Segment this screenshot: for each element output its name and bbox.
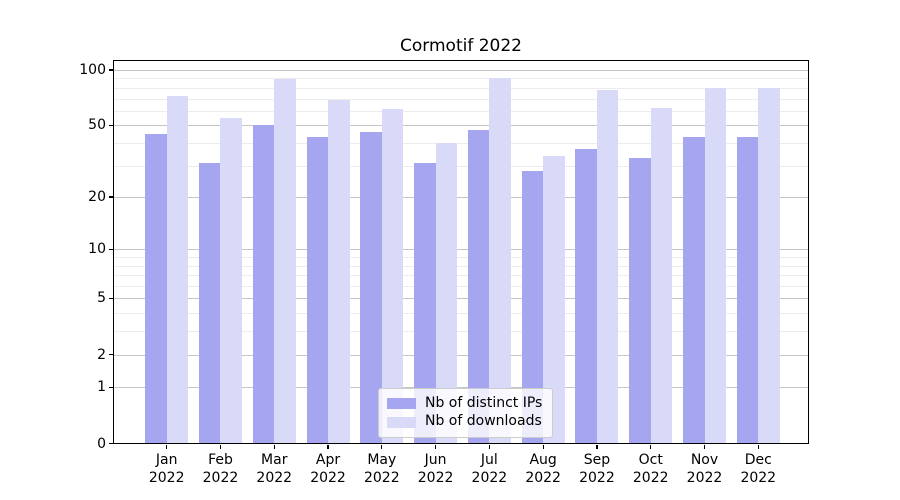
x-tick-label: Jul 2022 <box>471 452 508 487</box>
x-tick-label: May 2022 <box>363 452 400 487</box>
bar-nb-of-distinct-ips <box>467 130 490 444</box>
x-tick-mark <box>273 444 275 449</box>
bar-nb-of-distinct-ips <box>629 158 651 444</box>
chart-title: Cormotif 2022 <box>400 36 522 56</box>
bar-nb-of-distinct-ips <box>360 131 382 444</box>
gridline-major <box>113 197 809 199</box>
bar-nb-of-distinct-ips <box>736 137 759 444</box>
y-tick-label: 2 <box>97 346 106 363</box>
x-tick-mark <box>596 444 598 449</box>
bar-nb-of-distinct-ips <box>145 133 167 444</box>
x-tick-label: Jan 2022 <box>148 452 185 487</box>
x-tick-label: Apr 2022 <box>310 452 346 487</box>
legend: Nb of distinct IPs Nb of downloads <box>378 388 554 438</box>
legend-item: Nb of downloads <box>387 413 542 430</box>
x-tick-label: Aug 2022 <box>525 452 561 487</box>
gridline-minor <box>113 78 809 80</box>
bar-nb-of-distinct-ips <box>414 163 436 444</box>
plot-area <box>113 60 809 444</box>
y-tick-label: 10 <box>88 241 106 258</box>
bar-nb-of-downloads <box>381 109 404 444</box>
gridline-major <box>113 354 809 356</box>
legend-label: Nb of distinct IPs <box>425 395 543 411</box>
gridline-minor <box>113 313 809 315</box>
gridline-minor <box>113 257 809 259</box>
legend-label: Nb of downloads <box>425 413 542 430</box>
y-tick-mark <box>108 386 113 389</box>
x-tick-mark <box>542 444 544 449</box>
gridline-minor <box>113 165 809 167</box>
x-tick-mark <box>219 444 222 449</box>
y-tick-label: 100 <box>79 61 106 78</box>
y-tick-label: 50 <box>88 117 106 134</box>
bar-nb-of-distinct-ips <box>252 125 275 444</box>
x-tick-mark <box>703 444 706 449</box>
gridline-major <box>113 125 809 127</box>
x-tick-mark <box>381 444 383 449</box>
y-tick-label: 1 <box>97 379 106 396</box>
bar-nb-of-distinct-ips <box>683 137 705 444</box>
gridline-major <box>113 249 809 251</box>
y-tick-mark <box>108 442 113 445</box>
bar-nb-of-downloads <box>220 117 242 444</box>
bar-nb-of-distinct-ips <box>306 137 329 444</box>
y-tick-label: 20 <box>88 189 106 206</box>
x-tick-mark <box>757 444 759 449</box>
x-tick-mark <box>434 444 437 449</box>
x-tick-label: Jun 2022 <box>417 452 454 487</box>
bar-nb-of-downloads <box>489 78 511 444</box>
x-tick-label: Dec 2022 <box>740 452 777 487</box>
x-tick-mark <box>327 444 329 449</box>
y-tick-mark <box>108 353 113 356</box>
gridline-minor <box>113 286 809 288</box>
bar-nb-of-downloads <box>704 87 726 444</box>
x-tick-label: Sep 2022 <box>579 452 615 487</box>
gridline-minor <box>113 110 809 112</box>
x-tick-mark <box>650 444 652 449</box>
gridline-minor <box>113 142 809 144</box>
legend-swatch-nb-of-distinct-ips <box>387 398 416 410</box>
gridline-major <box>113 298 809 300</box>
gridline-major <box>113 387 809 389</box>
x-tick-label: Feb 2022 <box>202 452 239 487</box>
bar-nb-of-downloads <box>758 87 780 444</box>
x-tick-mark <box>488 444 491 449</box>
bar-nb-of-downloads <box>650 108 673 444</box>
gridline-minor <box>113 265 809 267</box>
y-tick-label: 5 <box>97 290 106 307</box>
y-tick-mark <box>108 69 113 71</box>
bar-nb-of-distinct-ips <box>521 170 544 444</box>
legend-swatch-nb-of-downloads <box>387 416 416 428</box>
gridline-major <box>113 69 809 71</box>
x-tick-label: Mar 2022 <box>256 452 293 487</box>
bar-nb-of-distinct-ips <box>575 149 597 444</box>
y-tick-label: 0 <box>97 435 106 452</box>
gridline-minor <box>113 98 809 100</box>
y-tick-mark <box>108 196 113 198</box>
gridline-minor <box>113 275 809 277</box>
gridline-minor <box>113 331 809 333</box>
bar-nb-of-downloads <box>435 142 458 444</box>
bar-nb-of-downloads <box>543 155 565 444</box>
bar-nb-of-downloads <box>596 89 619 444</box>
y-tick-mark <box>108 248 113 251</box>
bar-nb-of-distinct-ips <box>198 163 221 444</box>
bar-nb-of-downloads <box>274 79 296 444</box>
x-tick-label: Oct 2022 <box>632 452 669 487</box>
gridline-minor <box>113 87 809 89</box>
legend-item: Nb of distinct IPs <box>387 395 543 411</box>
x-tick-label: Nov 2022 <box>686 452 723 487</box>
x-tick-mark <box>166 444 168 449</box>
bar-nb-of-downloads <box>166 96 189 444</box>
y-tick-mark <box>108 124 113 126</box>
y-tick-mark <box>108 297 113 300</box>
bar-nb-of-downloads <box>328 99 350 444</box>
